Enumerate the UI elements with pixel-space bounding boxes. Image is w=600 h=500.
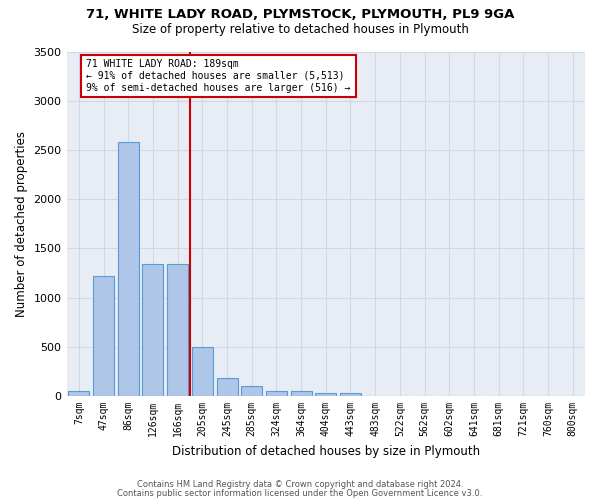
Bar xyxy=(315,393,336,396)
Bar xyxy=(167,264,188,396)
Text: Contains HM Land Registry data © Crown copyright and database right 2024.: Contains HM Land Registry data © Crown c… xyxy=(137,480,463,489)
Bar xyxy=(217,378,238,396)
Text: 71, WHITE LADY ROAD, PLYMSTOCK, PLYMOUTH, PL9 9GA: 71, WHITE LADY ROAD, PLYMSTOCK, PLYMOUTH… xyxy=(86,8,514,20)
Text: Contains public sector information licensed under the Open Government Licence v3: Contains public sector information licen… xyxy=(118,488,482,498)
Y-axis label: Number of detached properties: Number of detached properties xyxy=(15,131,28,317)
Bar xyxy=(266,390,287,396)
Bar xyxy=(192,347,213,396)
Bar xyxy=(93,276,114,396)
Text: Size of property relative to detached houses in Plymouth: Size of property relative to detached ho… xyxy=(131,22,469,36)
X-axis label: Distribution of detached houses by size in Plymouth: Distribution of detached houses by size … xyxy=(172,444,480,458)
Text: 71 WHITE LADY ROAD: 189sqm
← 91% of detached houses are smaller (5,513)
9% of se: 71 WHITE LADY ROAD: 189sqm ← 91% of deta… xyxy=(86,60,350,92)
Bar xyxy=(118,142,139,396)
Bar xyxy=(290,390,311,396)
Bar xyxy=(142,264,163,396)
Bar xyxy=(340,393,361,396)
Bar xyxy=(241,386,262,396)
Bar xyxy=(68,390,89,396)
